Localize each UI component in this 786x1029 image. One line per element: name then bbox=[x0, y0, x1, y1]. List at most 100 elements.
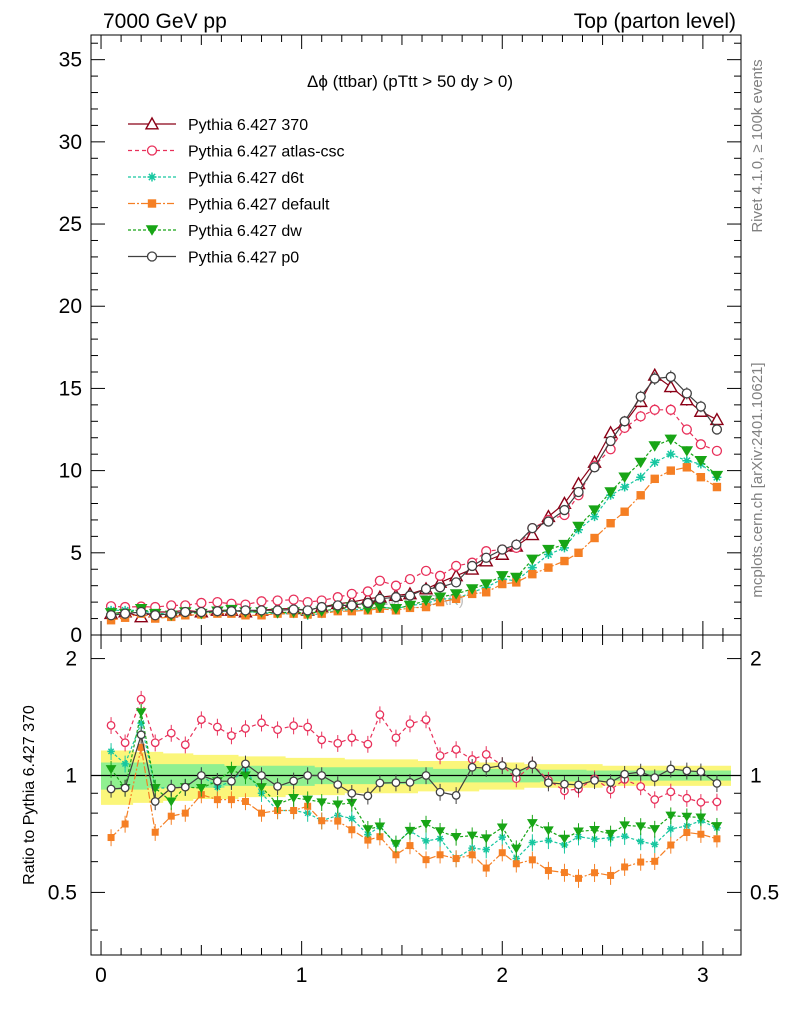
point-p0 bbox=[346, 600, 357, 611]
point-dw bbox=[542, 544, 555, 556]
point-def bbox=[544, 563, 553, 572]
ratio-point-def bbox=[406, 842, 414, 850]
point-def bbox=[650, 474, 659, 484]
legend: Pythia 6.427 370 Pythia 6.427 atlas-csc Py… bbox=[128, 116, 345, 267]
point-def bbox=[712, 482, 722, 492]
ratio-xtick-label: 2 bbox=[496, 964, 508, 987]
point-p0 bbox=[256, 605, 267, 616]
point-def bbox=[421, 602, 431, 612]
ratio-point-atlas bbox=[347, 733, 357, 743]
point-p0 bbox=[681, 388, 692, 399]
ratio-point-dw bbox=[135, 708, 147, 718]
ratio-point-def bbox=[607, 871, 615, 879]
point-p0 bbox=[573, 486, 584, 498]
point-dw bbox=[680, 446, 694, 457]
point-p0 bbox=[180, 606, 191, 618]
ratio-point-dw bbox=[272, 800, 283, 810]
point-p0 bbox=[711, 424, 723, 435]
point-d6t bbox=[590, 512, 600, 522]
ratio-point-atlas bbox=[363, 739, 373, 749]
header-right: Top (parton level) bbox=[574, 10, 736, 33]
point-dw bbox=[495, 571, 509, 582]
ratio-series-atlas bbox=[106, 690, 722, 811]
point-p0 bbox=[404, 590, 416, 601]
point-atlas bbox=[362, 586, 374, 597]
series-line-atlas bbox=[111, 409, 718, 608]
point-atlas bbox=[346, 588, 357, 600]
point-atlas bbox=[649, 404, 660, 415]
point-p0 bbox=[467, 560, 478, 572]
ratio-point-atlas bbox=[696, 797, 706, 807]
ratio-point-dw bbox=[526, 819, 538, 829]
ratio-point-atlas bbox=[405, 719, 415, 729]
ratio-point-d6t bbox=[544, 836, 553, 845]
ratio-point-dw bbox=[420, 820, 432, 829]
ratio-point-def bbox=[591, 869, 599, 877]
ratio-point-dw bbox=[649, 825, 661, 835]
point-atlas bbox=[288, 594, 299, 605]
point-p0 bbox=[543, 516, 554, 527]
point-dw bbox=[465, 584, 479, 595]
ratio-point-p0 bbox=[481, 763, 491, 773]
ratio-point-def bbox=[667, 841, 675, 849]
point-def bbox=[682, 463, 692, 472]
ratio-point-atlas bbox=[333, 738, 343, 748]
ratio-point-d6t bbox=[667, 825, 675, 833]
point-def bbox=[560, 556, 569, 566]
point-atlas bbox=[196, 597, 207, 609]
ratio-point-def bbox=[376, 833, 384, 841]
ratio-point-dw bbox=[374, 822, 386, 832]
point-p0 bbox=[105, 610, 117, 621]
point-d6t bbox=[636, 472, 646, 482]
ratio-point-p0 bbox=[303, 771, 313, 780]
ratio-point-def bbox=[121, 820, 129, 828]
ratio-point-p0 bbox=[347, 788, 357, 798]
ratio-point-dw bbox=[605, 829, 616, 839]
ratio-point-p0 bbox=[682, 766, 692, 776]
ratio-point-def bbox=[452, 855, 460, 863]
ratio-point-def bbox=[290, 807, 298, 815]
point-p0 bbox=[316, 601, 327, 613]
top-ytick-label: 30 bbox=[59, 131, 82, 154]
ratio-point-dw bbox=[573, 827, 584, 837]
point-p0 bbox=[240, 605, 251, 616]
ratio-point-d6t bbox=[121, 760, 129, 768]
series-p370 bbox=[103, 367, 725, 623]
ratio-point-dw bbox=[619, 821, 631, 831]
point-def bbox=[636, 491, 645, 500]
point-p0 bbox=[635, 391, 646, 402]
ratio-point-p0 bbox=[620, 769, 630, 779]
ratio-point-atlas bbox=[636, 782, 646, 791]
ratio-point-p0 bbox=[391, 778, 401, 788]
point-p0 bbox=[511, 539, 522, 550]
top-series bbox=[103, 367, 725, 625]
ratio-point-atlas bbox=[106, 720, 116, 730]
point-def bbox=[696, 472, 706, 482]
ratio-point-p0 bbox=[227, 776, 236, 786]
point-p0 bbox=[212, 606, 223, 617]
legend-marker-dw bbox=[145, 225, 159, 236]
point-p0 bbox=[695, 401, 707, 412]
legend-marker-def bbox=[147, 199, 157, 208]
ratio-point-atlas bbox=[481, 749, 491, 759]
ratio-point-p0 bbox=[257, 771, 266, 780]
point-p0 bbox=[302, 605, 313, 616]
ratio-point-dw bbox=[404, 826, 416, 836]
ratio-point-def bbox=[560, 869, 568, 877]
ratio-point-p0 bbox=[212, 776, 222, 786]
ratio-point-dw bbox=[589, 826, 600, 835]
ratio-point-p0 bbox=[333, 780, 343, 790]
point-dw bbox=[419, 595, 433, 607]
ratio-point-p0 bbox=[375, 778, 385, 788]
point-def bbox=[590, 533, 599, 543]
ratio-point-p0 bbox=[120, 783, 130, 793]
point-def bbox=[528, 569, 537, 579]
ratio-ytick-label-right: 2 bbox=[750, 648, 762, 671]
ratio-point-p0 bbox=[435, 787, 445, 797]
ratio-point-d6t bbox=[636, 837, 645, 846]
ratio-point-atlas bbox=[451, 745, 461, 754]
ratio-point-def bbox=[575, 874, 582, 882]
ratio-point-atlas bbox=[120, 738, 130, 748]
point-p0 bbox=[119, 608, 131, 619]
